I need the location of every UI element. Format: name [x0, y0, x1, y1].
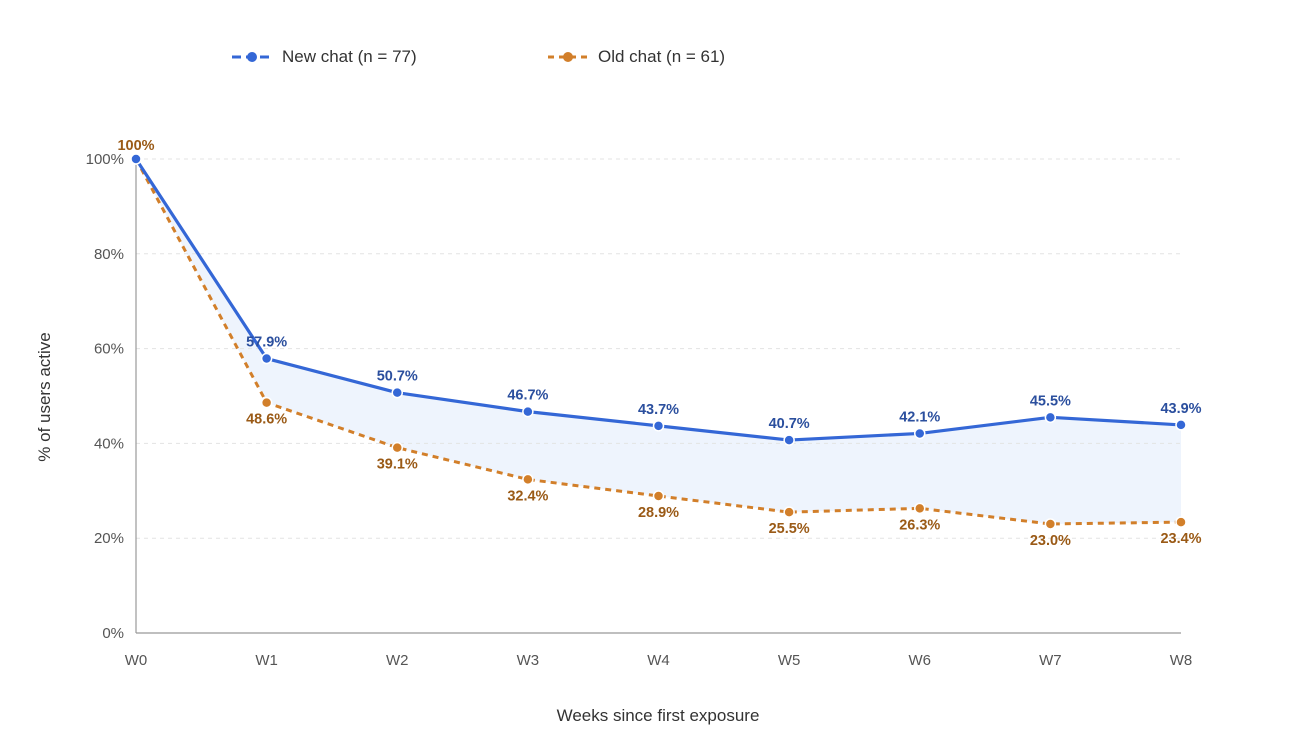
data-label-old-chat: 48.6% [246, 412, 287, 428]
data-label-new-chat: 43.7% [638, 402, 679, 418]
y-tick-label: 40% [94, 435, 124, 452]
point-new-chat [130, 153, 142, 165]
legend-item-old-chat[interactable]: Old chat (n = 61) [546, 44, 725, 70]
point-old-chat [260, 396, 273, 409]
data-label-new-chat: 45.5% [1030, 393, 1071, 409]
x-tick-label: W1 [255, 652, 278, 669]
series-line-old-chat [134, 158, 1182, 526]
y-tick-label: 0% [102, 625, 124, 642]
data-label-new-chat: 57.9% [246, 335, 287, 351]
point-old-chat [783, 506, 795, 518]
data-label-old-chat: 39.1% [377, 457, 418, 473]
y-tick-label: 20% [94, 530, 124, 547]
gap-fill-path [136, 159, 1181, 524]
point-new-chat [522, 405, 534, 418]
point-old-chat [652, 490, 665, 502]
x-tick-label: W5 [778, 652, 801, 669]
x-tick-label: W8 [1170, 652, 1193, 669]
legend-label-old-chat: Old chat (n = 61) [598, 47, 726, 66]
data-label-old-chat: 32.4% [507, 488, 548, 504]
point-old-chat [914, 502, 926, 515]
y-axis-title: % of users active [35, 332, 54, 461]
x-tick-label: W2 [386, 652, 409, 669]
legend: New chat (n = 77) Old chat (n = 61) [0, 44, 1305, 70]
y-tick-label: 100% [86, 151, 124, 168]
data-label-old-chat: 25.5% [769, 521, 810, 537]
legend-marker-old-chat-icon [548, 52, 588, 62]
point-new-chat [1175, 419, 1187, 431]
gridlines [136, 158, 1181, 539]
point-old-chat [1175, 516, 1187, 528]
point-old-chat [522, 473, 534, 486]
x-tick-label: W3 [517, 652, 540, 669]
x-tick-label: W6 [909, 652, 932, 669]
point-old-chat [391, 441, 403, 454]
point-new-chat [1044, 411, 1057, 424]
point-new-chat [783, 434, 795, 446]
point-new-chat [391, 386, 403, 399]
data-labels: 57.9% 50.7% 46.7% 43.7% 40.7% 42.1% 45.5% 43.9%… [117, 138, 1201, 549]
legend-label-new-chat: New chat (n = 77) [282, 47, 417, 66]
gap-fill-area [136, 159, 1181, 524]
x-axis-title: Weeks since first exposure [557, 706, 760, 725]
data-label-old-chat: 28.9% [638, 505, 679, 521]
axes: 0% 20% 40% 60% 80% 100% W0 W1 W2 W3 W4 W5 W6 W7 W8 [86, 151, 1193, 669]
legend-item-new-chat[interactable]: New chat (n = 77) [230, 44, 417, 70]
series-lines [130, 153, 1187, 530]
x-tick-label: W7 [1039, 652, 1062, 669]
data-label-new-chat: 40.7% [769, 416, 810, 432]
data-label-old-chat: 100% [117, 138, 154, 154]
y-tick-label: 60% [94, 341, 124, 358]
point-new-chat [652, 420, 665, 432]
data-label-new-chat: 42.1% [899, 409, 940, 425]
data-label-new-chat: 46.7% [507, 388, 548, 404]
legend-marker-new-chat-icon [232, 52, 272, 62]
data-label-new-chat: 50.7% [377, 369, 418, 385]
data-label-old-chat: 26.3% [899, 517, 940, 533]
point-new-chat [914, 427, 926, 440]
data-label-old-chat: 23.0% [1030, 533, 1071, 549]
point-old-chat [1044, 518, 1057, 530]
x-tick-label: W0 [125, 652, 148, 669]
data-label-new-chat: 43.9% [1160, 401, 1201, 417]
x-tick-label: W4 [647, 652, 670, 669]
point-new-chat [260, 352, 273, 365]
data-label-old-chat: 23.4% [1160, 531, 1201, 547]
y-tick-label: 80% [94, 246, 124, 263]
